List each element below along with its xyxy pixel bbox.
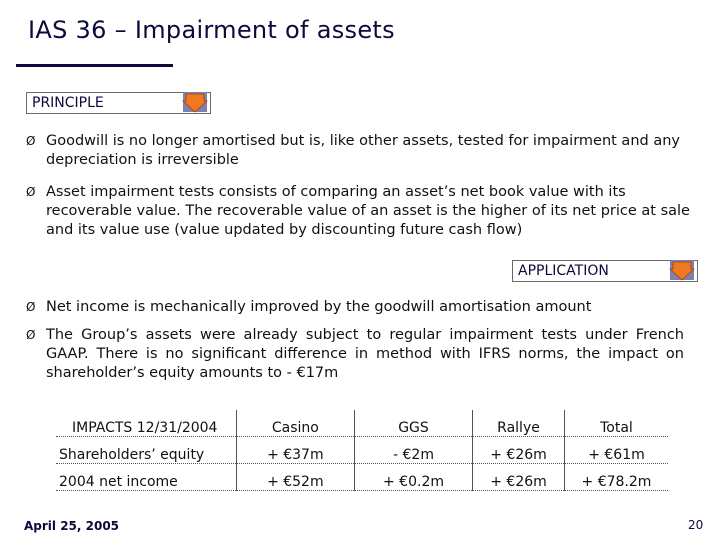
table-row: Shareholders’ equity + €37m - €2m + €26m… — [56, 436, 668, 464]
table-header-cell: Rallye — [472, 410, 565, 437]
bullet-arrow-icon: Ø — [26, 185, 36, 199]
title-underline — [16, 64, 173, 67]
page-title: IAS 36 – Impairment of assets — [28, 16, 395, 44]
table-cell: 2004 net income — [56, 463, 237, 491]
page-number: 20 — [688, 518, 704, 532]
table-cell: Shareholders’ equity — [56, 436, 237, 464]
footer-date: April 25, 2005 — [24, 519, 120, 533]
bullet-arrow-icon: Ø — [26, 134, 36, 148]
table-cell: + €26m — [472, 463, 565, 491]
table-header-cell: GGS — [353, 410, 473, 437]
bullet-text: Net income is mechanically improved by t… — [46, 299, 592, 315]
principle-bullet-1: Ø Goodwill is no longer amortised but is… — [26, 132, 690, 170]
table-cell: + €0.2m — [353, 463, 473, 491]
down-arrow-icon — [182, 92, 208, 113]
down-arrow-icon — [669, 260, 695, 281]
table-cell: + €78.2m — [563, 463, 668, 491]
bullet-text: Goodwill is no longer amortised but is, … — [46, 133, 680, 168]
application-header: APPLICATION — [512, 260, 698, 282]
application-bullet-2: Ø The Group’s assets were already subjec… — [26, 326, 684, 383]
principle-header: PRINCIPLE — [26, 92, 211, 114]
table-cell: + €26m — [472, 436, 565, 464]
bullet-arrow-icon: Ø — [26, 328, 36, 342]
table-header-row: IMPACTS 12/31/2004 Casino GGS Rallye Tot… — [56, 410, 668, 437]
table-cell: + €61m — [563, 436, 668, 464]
table-cell: + €52m — [235, 463, 355, 491]
bullet-arrow-icon: Ø — [26, 300, 36, 314]
principle-bullet-2: Ø Asset impairment tests consists of com… — [26, 183, 690, 240]
bullet-text: The Group’s assets were already subject … — [46, 327, 684, 381]
impacts-table: IMPACTS 12/31/2004 Casino GGS Rallye Tot… — [56, 410, 668, 491]
table-cell: + €37m — [235, 436, 355, 464]
bullet-text: Asset impairment tests consists of compa… — [46, 184, 690, 238]
table-header-cell: Casino — [235, 410, 355, 437]
application-label: APPLICATION — [518, 263, 609, 279]
table-header-cell: Total — [563, 410, 668, 437]
table-header-cell: IMPACTS 12/31/2004 — [56, 410, 237, 437]
application-bullet-1: Ø Net income is mechanically improved by… — [26, 298, 696, 317]
principle-label: PRINCIPLE — [32, 95, 104, 111]
table-cell: - €2m — [353, 436, 473, 464]
table-row: 2004 net income + €52m + €0.2m + €26m + … — [56, 463, 668, 491]
